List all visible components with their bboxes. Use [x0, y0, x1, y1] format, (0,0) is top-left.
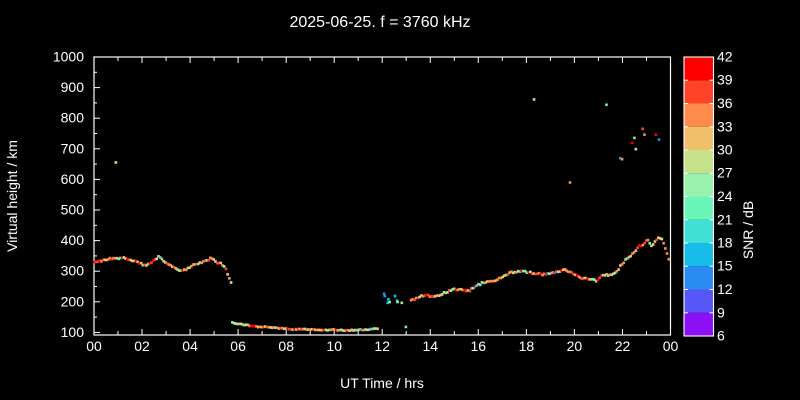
svg-text:800: 800	[61, 110, 85, 126]
svg-text:18: 18	[717, 235, 733, 251]
svg-text:12: 12	[374, 338, 390, 354]
svg-text:14: 14	[423, 338, 439, 354]
svg-text:500: 500	[61, 202, 85, 218]
svg-text:00: 00	[86, 338, 102, 354]
svg-text:42: 42	[717, 49, 733, 65]
svg-text:UT Time / hrs: UT Time / hrs	[340, 375, 424, 391]
svg-text:21: 21	[717, 211, 733, 227]
svg-text:600: 600	[61, 171, 85, 187]
svg-text:2025-06-25. f = 3760 kHz: 2025-06-25. f = 3760 kHz	[289, 14, 470, 31]
svg-text:Virtual height / km: Virtual height / km	[4, 140, 20, 252]
svg-text:6: 6	[717, 328, 725, 344]
svg-text:100: 100	[61, 324, 85, 340]
svg-text:24: 24	[717, 188, 733, 204]
svg-text:16: 16	[471, 338, 487, 354]
svg-text:15: 15	[717, 258, 733, 274]
svg-text:18: 18	[519, 338, 535, 354]
svg-text:400: 400	[61, 232, 85, 248]
svg-text:10: 10	[326, 338, 342, 354]
svg-text:SNR / dB: SNR / dB	[740, 201, 756, 259]
svg-text:22: 22	[615, 338, 631, 354]
svg-text:27: 27	[717, 165, 733, 181]
svg-text:20: 20	[567, 338, 583, 354]
svg-text:12: 12	[717, 281, 733, 297]
svg-text:33: 33	[717, 118, 733, 134]
svg-text:36: 36	[717, 95, 733, 111]
svg-text:1000: 1000	[53, 49, 84, 65]
svg-text:04: 04	[182, 338, 198, 354]
svg-text:30: 30	[717, 142, 733, 158]
svg-text:00: 00	[663, 338, 679, 354]
svg-text:9: 9	[717, 304, 725, 320]
svg-text:02: 02	[134, 338, 150, 354]
svg-text:200: 200	[61, 293, 85, 309]
svg-text:300: 300	[61, 263, 85, 279]
svg-text:39: 39	[717, 72, 733, 88]
svg-text:700: 700	[61, 140, 85, 156]
svg-text:06: 06	[230, 338, 246, 354]
svg-text:900: 900	[61, 79, 85, 95]
svg-text:08: 08	[278, 338, 294, 354]
